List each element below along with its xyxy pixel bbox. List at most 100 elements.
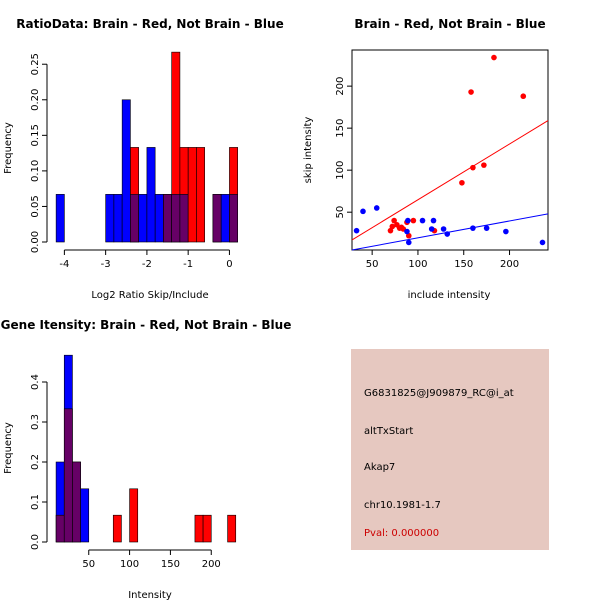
event-type-text: altTxStart <box>364 426 413 437</box>
intensity-histogram-x-tick-label: 50 <box>82 559 95 570</box>
scatter-point-not-brain <box>428 226 435 232</box>
intensity-histogram-bar-brain <box>202 514 212 543</box>
scatter-point-brain <box>405 232 412 239</box>
scatter-point-brain <box>481 162 487 168</box>
ratio-histogram-bar-overlap <box>130 194 139 243</box>
ratio-histogram-bar-brain <box>187 147 197 243</box>
scatter-point-brain <box>391 217 397 224</box>
scatter-point-brain <box>389 223 396 230</box>
scatter-plot-frame <box>351 49 549 251</box>
scatter-point-not-brain <box>404 228 410 235</box>
intensity-histogram-bar-not-brain <box>80 488 90 543</box>
intensity-histogram-axes: 50 100 150 200 0.0 0.1 0.2 0.3 0.4 <box>30 374 221 570</box>
scatter-x-tick-label: 200 <box>500 259 519 270</box>
ratio-histogram-bar-overlap <box>171 194 181 243</box>
scatter-point-not-brain <box>353 227 360 234</box>
scatter-point-brain <box>491 54 497 61</box>
ratio-histogram-y-tick-label: 0.00 <box>30 231 41 253</box>
intensity-histogram-x-tick-label: 150 <box>161 559 180 570</box>
intensity-histogram-x-tick-label: 100 <box>120 559 139 570</box>
scatter-y-tick-label: 100 <box>335 161 346 180</box>
scatter-xlabel: include intensity <box>408 290 491 301</box>
ratio-histogram-y-tick-label: 0.25 <box>30 53 41 75</box>
intensity-histogram-y-tick-label: 0.4 <box>30 374 41 390</box>
scatter-y-tick-label: 150 <box>335 119 346 138</box>
ratio-histogram-y-tick-label: 0.15 <box>30 124 41 146</box>
scatter-title: Brain - Red, Not Brain - Blue <box>354 17 545 31</box>
intensity-histogram-panel: Gene Itensity: Brain - Red, Not Brain - … <box>1 318 292 600</box>
ratio-histogram-x-tick-label: -2 <box>142 259 152 270</box>
ratio-histogram-bar-overlap <box>229 194 238 243</box>
scatter-point-not-brain <box>419 217 426 224</box>
intensity-histogram-bar-overlap <box>63 408 73 543</box>
scatter-point-not-brain <box>440 226 447 232</box>
ratio-histogram-y-tick-label: 0.10 <box>30 160 41 182</box>
scatter-point-brain <box>468 89 474 95</box>
scatter-panel: Brain - Red, Not Brain - Blue include in… <box>303 17 549 301</box>
ratio-histogram-y-tick-label: 0.05 <box>30 195 41 217</box>
ratio-histogram-bars <box>55 51 238 243</box>
scatter-fit-lines <box>351 120 549 251</box>
intensity-histogram-ylabel: Frequency <box>3 422 14 474</box>
scatter-point-brain <box>410 217 417 224</box>
intensity-histogram-bar-overlap <box>55 514 65 543</box>
scatter-x-tick-label: 150 <box>454 259 473 270</box>
scatter-ylabel: skip intensity <box>303 117 314 184</box>
scatter-fit-line-not-brain <box>351 213 549 251</box>
scatter-point-not-brain <box>430 217 437 224</box>
scatter-fit-line-brain <box>351 120 549 241</box>
ratio-histogram-bar-overlap <box>179 194 189 243</box>
scatter-point-not-brain <box>503 228 509 235</box>
ratio-histogram-title: RatioData: Brain - Red, Not Brain - Blue <box>16 17 283 31</box>
scatter-point-not-brain <box>539 239 546 246</box>
scatter-point-brain <box>387 227 394 234</box>
ratio-histogram-x-tick-label: -1 <box>183 259 193 270</box>
probe-id-text: G6831825@J909879_RC@i_at <box>364 388 514 399</box>
scatter-y-tick-label: 200 <box>335 77 346 96</box>
ratio-histogram-y-tick-label: 0.20 <box>30 89 41 111</box>
scatter-point-not-brain <box>405 239 412 246</box>
ratio-histogram-x-tick-label: -4 <box>59 259 69 270</box>
scatter-x-tick-label: 50 <box>366 259 379 270</box>
pval-text: Pval: 0.000000 <box>364 528 439 539</box>
ratio-histogram-bar-not-brain <box>105 194 115 243</box>
intensity-histogram-x-tick-label: 200 <box>202 559 221 570</box>
ratio-histogram-ylabel: Frequency <box>3 122 14 174</box>
intensity-histogram-bar-brain <box>194 514 204 543</box>
scatter-point-not-brain <box>483 225 490 231</box>
ratio-histogram-bar-not-brain <box>154 194 164 243</box>
scatter-points <box>353 54 546 246</box>
scatter-point-not-brain <box>470 225 476 231</box>
ratio-histogram-bar-not-brain <box>220 194 230 243</box>
genomic-location-text: chr10.1981-1.7 <box>364 500 441 511</box>
scatter-point-not-brain <box>373 205 380 211</box>
ratio-histogram-bar-not-brain <box>138 194 148 243</box>
scatter-point-brain <box>459 179 465 186</box>
intensity-histogram-bar-overlap <box>72 461 81 543</box>
scatter-axes: 50 100 150 200 50 100 150 200 <box>335 77 519 270</box>
intensity-histogram-y-tick-label: 0.2 <box>30 454 41 470</box>
intensity-histogram-xlabel: Intensity <box>128 590 172 600</box>
intensity-histogram-bar-brain <box>129 488 139 543</box>
ratio-histogram-bar-not-brain <box>121 99 131 243</box>
scatter-point-not-brain <box>360 208 366 215</box>
ratio-histogram-bar-overlap <box>212 194 222 243</box>
intensity-histogram-bar-brain <box>227 514 237 543</box>
scatter-point-not-brain <box>444 231 451 237</box>
intensity-histogram-y-tick-label: 0.0 <box>30 534 41 550</box>
scatter-point-brain <box>520 93 527 100</box>
intensity-histogram-y-tick-label: 0.3 <box>30 414 41 430</box>
ratio-histogram-bar-not-brain <box>146 147 156 243</box>
intensity-histogram-y-tick-label: 0.1 <box>30 494 41 510</box>
scatter-y-tick-label: 50 <box>335 206 346 219</box>
info-panel: G6831825@J909879_RC@i_at altTxStart Akap… <box>351 349 549 550</box>
ratio-histogram-xlabel: Log2 Ratio Skip/Include <box>91 290 208 301</box>
ratio-histogram-bar-not-brain <box>113 194 123 243</box>
intensity-histogram-bars <box>55 354 237 543</box>
info-box <box>351 349 549 550</box>
ratio-histogram-bar-overlap <box>163 194 172 243</box>
gene-name-text: Akap7 <box>364 462 395 473</box>
ratio-histogram-bar-brain <box>196 147 205 243</box>
